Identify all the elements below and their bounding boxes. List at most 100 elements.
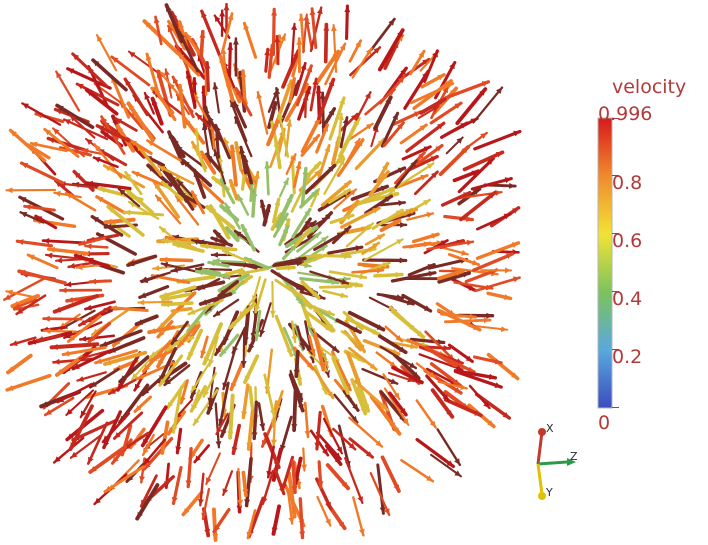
velocity-arrow-head: [214, 134, 221, 141]
velocity-arrow-head: [22, 103, 29, 109]
velocity-arrow-head: [155, 195, 163, 202]
velocity-arrow-head: [309, 221, 316, 228]
velocity-arrow-head: [74, 171, 81, 178]
velocity-arrow-head: [185, 33, 192, 40]
velocity-arrow-head: [295, 162, 302, 169]
velocity-arrow-head: [358, 344, 365, 352]
velocity-arrow-head: [423, 146, 431, 152]
velocity-arrow-head: [97, 35, 103, 42]
velocity-arrow-glyph: [222, 47, 229, 87]
velocity-arrow-head: [297, 404, 304, 411]
velocity-arrow-head: [56, 71, 62, 79]
velocity-arrow-head: [471, 170, 479, 177]
velocity-arrow-head: [288, 517, 295, 524]
velocity-arrow-head: [215, 347, 222, 355]
velocity-arrow-head: [103, 440, 110, 448]
velocity-arrow-glyph: [402, 241, 445, 249]
velocity-arrow-head: [213, 177, 220, 184]
velocity-arrow-head: [259, 423, 266, 430]
velocity-arrow-head: [201, 243, 209, 250]
velocity-arrow-head: [43, 315, 50, 322]
velocity-arrow-head: [110, 305, 117, 312]
velocity-arrow-head: [63, 350, 70, 357]
velocity-arrow-head: [317, 481, 324, 488]
velocity-arrow-glyph: [328, 96, 346, 141]
velocity-arrow-glyph: [171, 75, 195, 119]
velocity-arrow-head: [481, 81, 489, 87]
velocity-arrow-head: [494, 382, 502, 388]
velocity-arrow-head: [380, 185, 388, 192]
velocity-arrow-head: [99, 187, 106, 193]
velocity-arrow-glyph: [19, 161, 65, 185]
velocity-arrow-head: [243, 23, 250, 30]
velocity-arrow-head: [223, 250, 230, 256]
velocity-arrow-head: [312, 78, 319, 86]
velocity-arrow-head: [103, 435, 110, 442]
velocity-arrow-glyph: [230, 144, 238, 187]
velocity-arrow-glyph: [157, 346, 178, 384]
velocity-arrow-head: [286, 81, 292, 88]
velocity-arrow-head: [296, 377, 303, 385]
velocity-arrow-head: [144, 93, 151, 100]
velocity-arrow-head: [118, 383, 124, 390]
velocity-arrow-glyph: [91, 58, 128, 92]
velocity-arrow-glyph: [154, 194, 182, 225]
velocity-arrow-head: [230, 382, 237, 390]
velocity-arrow-head: [222, 488, 229, 495]
velocity-arrow-head: [229, 146, 236, 153]
velocity-arrow-head: [105, 485, 112, 492]
velocity-arrow-head: [259, 201, 266, 208]
velocity-arrow-head: [242, 156, 249, 164]
velocity-arrow-head: [19, 269, 26, 276]
velocity-arrow-head: [229, 180, 236, 188]
velocity-arrow-head: [73, 363, 80, 369]
velocity-arrow-head: [500, 326, 508, 333]
velocity-arrow-glyph: [55, 103, 95, 130]
velocity-arrow-head: [85, 304, 92, 311]
velocity-arrow-head: [372, 329, 379, 335]
velocity-arrow-glyph: [415, 437, 456, 469]
velocity-arrow-head: [327, 323, 334, 331]
velocity-arrow-head: [409, 362, 416, 368]
velocity-arrow-glyph: [405, 121, 446, 153]
velocity-arrow-glyph: [246, 409, 255, 451]
velocity-arrow-glyph: [377, 28, 405, 72]
velocity-arrow-head: [144, 462, 151, 469]
velocity-arrow-head: [171, 425, 178, 433]
velocity-arrow-head: [423, 200, 430, 206]
velocity-arrow-head: [321, 236, 328, 243]
velocity-arrow-head: [358, 528, 365, 536]
velocity-arrow-glyph: [69, 433, 103, 459]
velocity-arrow-head: [137, 511, 143, 519]
velocity-arrow-head: [140, 276, 148, 283]
velocity-arrow-head: [313, 232, 321, 239]
velocity-arrow-head: [66, 193, 73, 199]
velocity-arrow-head: [24, 204, 31, 210]
velocity-arrow-head: [105, 223, 112, 230]
velocity-arrow-head: [139, 292, 147, 298]
velocity-arrow-head: [306, 362, 313, 369]
velocity-arrow-head: [281, 483, 288, 490]
velocity-arrow-glyph: [157, 165, 195, 185]
velocity-arrow-head: [240, 71, 247, 78]
legend-tick: [612, 407, 619, 408]
velocity-arrow-head: [280, 34, 286, 42]
velocity-arrow-head: [175, 446, 182, 453]
velocity-arrow-head: [303, 14, 310, 21]
velocity-arrow-head: [342, 386, 349, 394]
velocity-arrow-head: [301, 464, 308, 471]
velocity-arrow-head: [388, 19, 395, 26]
velocity-arrow-head: [418, 51, 425, 58]
velocity-arrow-glyph: [65, 389, 95, 416]
velocity-arrow-head: [430, 156, 438, 162]
velocity-arrow-glyph: [107, 336, 146, 354]
velocity-arrow-glyph: [52, 294, 99, 314]
velocity-arrow-head: [194, 455, 201, 462]
velocity-arrow-head: [80, 335, 87, 342]
velocity-arrow-head: [303, 229, 311, 236]
velocity-arrow-head: [338, 521, 345, 529]
velocity-arrow-head: [164, 69, 170, 76]
velocity-arrow-glyph: [299, 277, 340, 285]
velocity-arrow-head: [513, 130, 520, 137]
